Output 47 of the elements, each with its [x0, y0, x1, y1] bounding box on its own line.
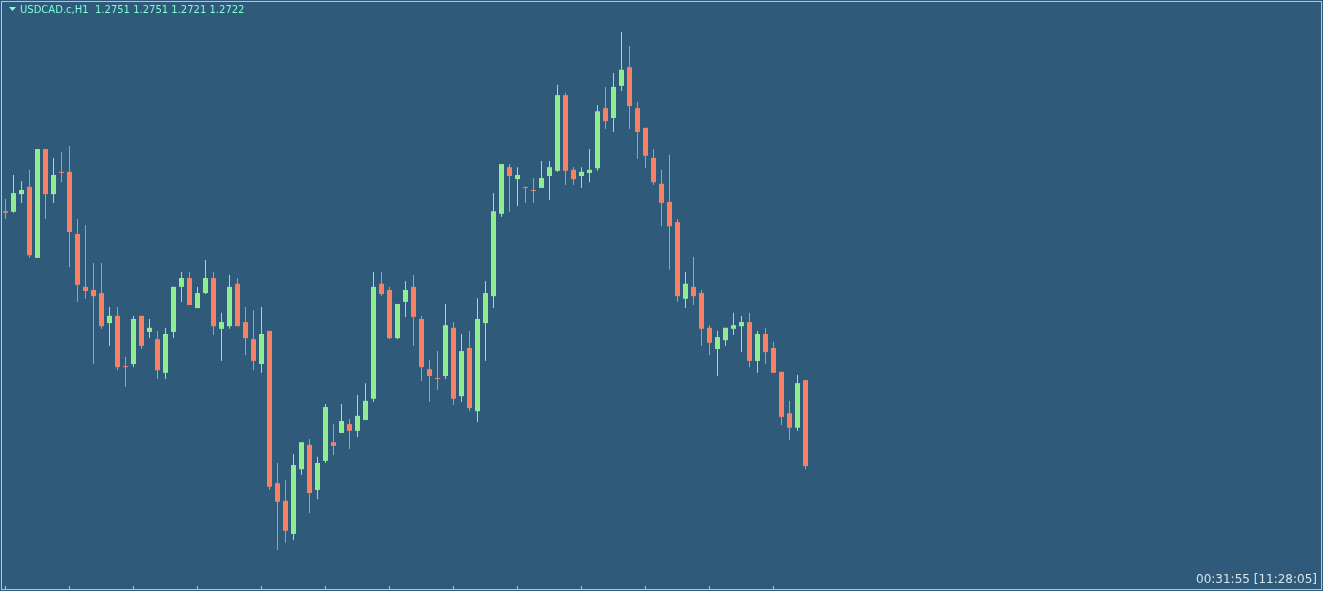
chart-title: USDCAD.c,H1 1.2751 1.2751 1.2721 1.2722	[20, 4, 245, 15]
candlestick	[203, 259, 208, 295]
candlestick	[51, 157, 56, 204]
candlestick	[243, 306, 248, 356]
candlestick	[379, 271, 384, 297]
candlestick	[683, 271, 688, 309]
candlestick	[539, 160, 544, 189]
candlestick	[427, 359, 432, 403]
candlestick	[355, 394, 360, 438]
candlestick	[347, 418, 352, 450]
candlestick	[59, 151, 64, 183]
candlestick	[579, 166, 584, 189]
candlestick	[787, 400, 792, 441]
candlestick	[531, 177, 536, 204]
candlestick	[731, 312, 736, 336]
candlestick	[19, 180, 24, 204]
candlestick	[547, 160, 552, 201]
candlestick	[435, 350, 440, 391]
candlestick	[587, 148, 592, 183]
candlestick	[219, 312, 224, 362]
candlestick	[107, 306, 112, 347]
candlestick	[523, 186, 528, 204]
candlestick	[739, 315, 744, 353]
candlestick	[147, 318, 152, 339]
candlestick	[363, 382, 368, 421]
candlestick	[619, 31, 624, 92]
candlestick	[763, 327, 768, 365]
candlestick	[91, 262, 96, 365]
candlestick	[691, 256, 696, 306]
candlestick	[659, 169, 664, 227]
candlestick	[603, 86, 608, 130]
candlestick	[11, 174, 16, 214]
text: 00:31:55 [11:28:05]	[1196, 572, 1317, 586]
candlestick	[331, 423, 336, 456]
candlestick	[275, 462, 280, 551]
candlestick	[515, 166, 520, 207]
candlestick	[179, 271, 184, 303]
candlestick	[507, 163, 512, 213]
candlestick	[3, 198, 8, 220]
candlestick	[403, 280, 408, 318]
candlestick	[83, 224, 88, 300]
candlestick	[715, 330, 720, 377]
candlestick	[339, 403, 344, 434]
candlestick	[251, 309, 256, 371]
candlestick	[123, 356, 128, 388]
candlestick	[707, 324, 712, 356]
candlestick	[635, 101, 640, 160]
